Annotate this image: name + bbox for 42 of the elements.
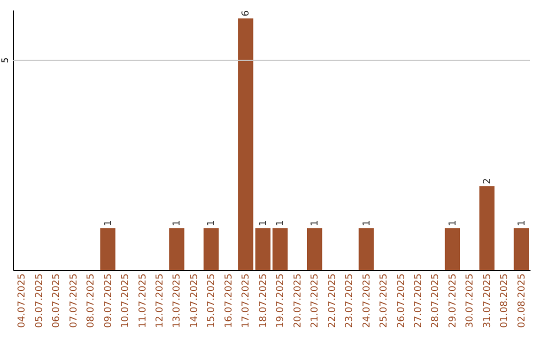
data-label: 1: [310, 220, 321, 226]
x-tick-label: 06.07.2025: [51, 274, 62, 328]
data-label: 1: [361, 220, 372, 226]
x-tick-label: 17.07.2025: [240, 274, 252, 328]
x-tick-label: 31.07.2025: [482, 274, 493, 328]
x-tick-label: 18.07.2025: [258, 274, 269, 328]
data-label: 1: [516, 220, 528, 226]
x-tick-label: 28.07.2025: [430, 274, 442, 328]
x-tick-label: 02.08.2025: [516, 274, 528, 328]
x-tick-label: 15.07.2025: [206, 274, 218, 328]
x-tick-label: 04.07.2025: [16, 274, 28, 328]
x-tick-label: 11.07.2025: [137, 274, 148, 328]
data-label: 1: [447, 220, 458, 226]
data-label: 1: [258, 220, 269, 226]
x-tick-label: 05.07.2025: [34, 274, 45, 328]
data-label: 1: [102, 220, 114, 226]
x-tick-label: 26.07.2025: [396, 274, 407, 328]
data-label: 1: [206, 220, 218, 226]
x-tick-label: 14.07.2025: [188, 274, 200, 328]
x-tick-label: 29.07.2025: [447, 274, 458, 328]
data-label: 1: [275, 220, 286, 226]
x-tick-label: 30.07.2025: [464, 274, 476, 328]
x-tick-label: 20.07.2025: [292, 274, 304, 328]
x-tick-label: 07.07.2025: [68, 274, 80, 328]
x-tick-label: 19.07.2025: [275, 274, 286, 328]
x-tick-label: 25.07.2025: [378, 274, 390, 328]
x-tick-label: 27.07.2025: [412, 274, 424, 328]
x-tick-label: 16.07.2025: [223, 274, 234, 328]
x-tick-label: 10.07.2025: [120, 274, 132, 328]
x-tick-label: 08.07.2025: [86, 274, 97, 328]
data-label: 6: [240, 10, 252, 16]
x-tick-label: 01.08.2025: [499, 274, 510, 328]
x-tick-label: 24.07.2025: [361, 274, 372, 328]
data-label: 1: [172, 220, 183, 226]
x-tick-label: 23.07.2025: [344, 274, 356, 328]
x-tick-label: 12.07.2025: [154, 274, 166, 328]
x-tick-label: 13.07.2025: [172, 274, 183, 328]
x-tick-label: 22.07.2025: [326, 274, 338, 328]
data-label: 2: [482, 178, 493, 184]
x-tick-label: 21.07.2025: [310, 274, 321, 328]
x-tick-label: 09.07.2025: [102, 274, 114, 328]
ref-line-label: 5: [1, 57, 11, 64]
